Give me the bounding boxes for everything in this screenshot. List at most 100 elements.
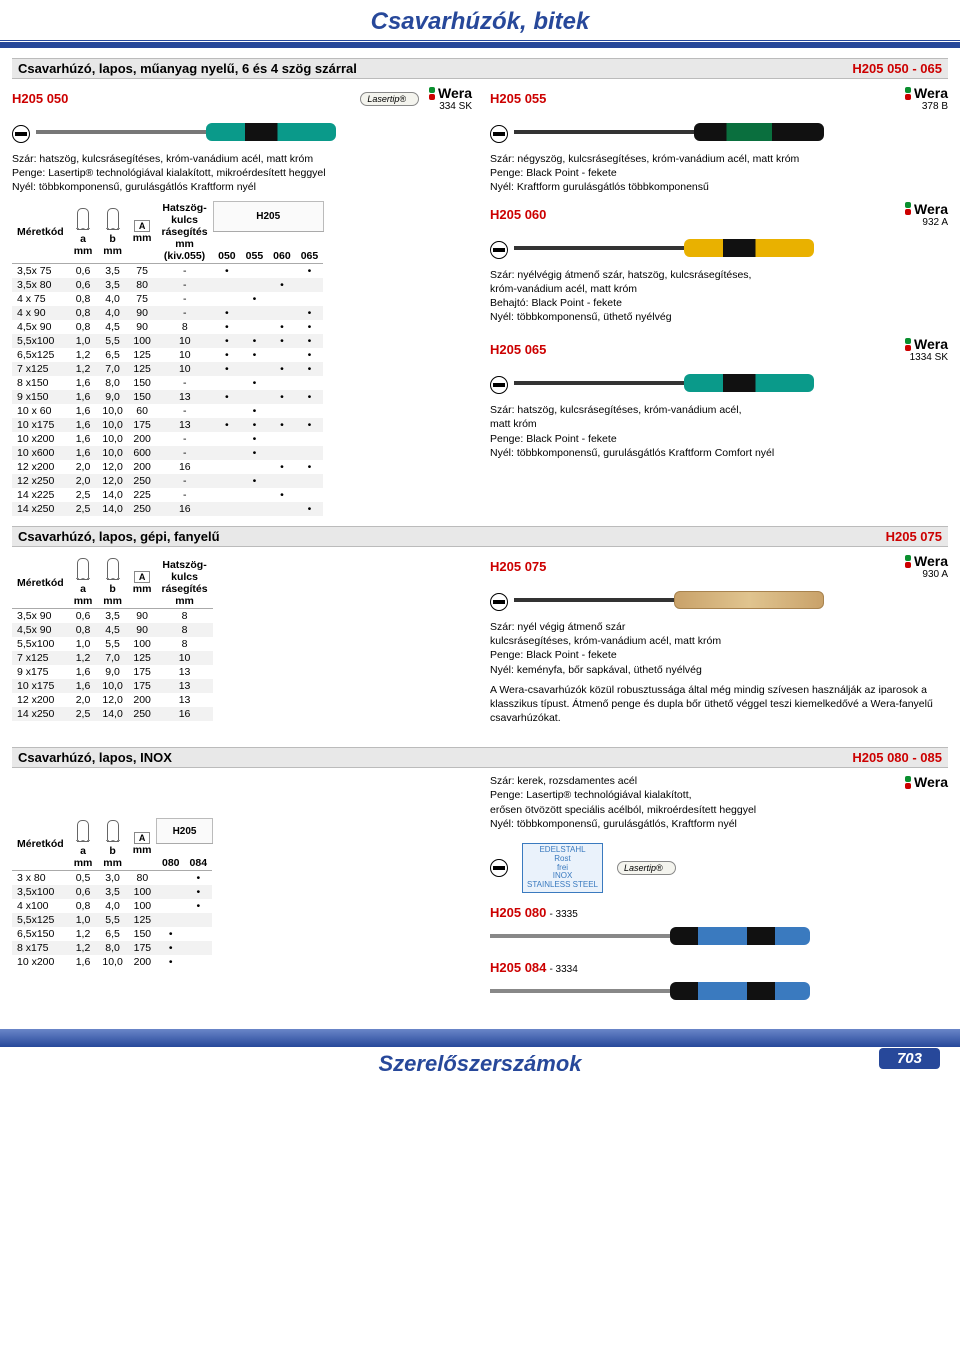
cell — [241, 306, 269, 320]
cell — [296, 446, 324, 460]
section2-code: H205 075 — [886, 529, 942, 544]
h205-075-head: H205 075 Wera 930 A — [490, 553, 948, 580]
cell — [241, 390, 269, 404]
cell: 0,6 — [69, 278, 98, 292]
cell — [213, 376, 241, 390]
cell: • — [157, 941, 185, 955]
cell: • — [268, 320, 296, 334]
cell: 125 — [128, 913, 157, 927]
cell: 90 — [128, 609, 157, 624]
spec-table-2: Méretkóda mmb mmAmmHatszög- kulcs rásegí… — [12, 557, 213, 721]
cell — [157, 885, 185, 899]
cell: • — [268, 488, 296, 502]
screwdriver-075 — [514, 588, 824, 612]
col-header: 084 — [185, 844, 213, 871]
cell: 10 — [156, 334, 213, 348]
cell: • — [185, 899, 213, 913]
cell: 200 — [128, 955, 157, 969]
cell: - — [156, 292, 213, 306]
cell: 175 — [128, 665, 157, 679]
cell: 1,2 — [69, 348, 98, 362]
cell: 2,5 — [69, 502, 98, 516]
h205-050-desc: Szár: hatszög, kulcsrásegítéses, króm-va… — [12, 152, 472, 195]
cell: 10 x175 — [12, 418, 69, 432]
cell: 12,0 — [97, 693, 127, 707]
cell — [268, 502, 296, 516]
cell: 4,5 — [97, 623, 127, 637]
cell: 250 — [128, 474, 157, 488]
cell: 1,6 — [69, 376, 98, 390]
col-header: Méretkód — [12, 557, 69, 609]
cell: 8 — [156, 637, 212, 651]
cell: • — [213, 334, 241, 348]
cell: • — [157, 955, 185, 969]
cell: 5,5 — [97, 913, 127, 927]
cell — [268, 446, 296, 460]
cell: 200 — [128, 693, 157, 707]
cell — [157, 870, 185, 885]
cell: • — [296, 306, 324, 320]
cell — [213, 292, 241, 306]
cell: 100 — [128, 334, 157, 348]
cell — [185, 941, 213, 955]
cell: 2,5 — [69, 707, 98, 721]
h205-075-desc: Szár: nyél végig átmenő szár kulcsrásegí… — [490, 620, 948, 677]
cell: 80 — [128, 870, 157, 885]
cell: 8 — [156, 623, 212, 637]
cell: 10 — [156, 651, 212, 665]
cell: • — [296, 334, 324, 348]
divider-thick — [0, 42, 960, 48]
cell: 4,5 — [97, 320, 127, 334]
slot-icon — [490, 125, 508, 143]
wera-logo: Wera — [905, 774, 948, 790]
cell: • — [268, 334, 296, 348]
cell: • — [213, 348, 241, 362]
cell: 14,0 — [97, 502, 127, 516]
section1-title: Csavarhúzó, lapos, műanyag nyelű, 6 és 4… — [18, 61, 357, 76]
cell: 12 x200 — [12, 693, 69, 707]
cell: 125 — [128, 362, 157, 376]
cell: • — [241, 446, 269, 460]
cell: 250 — [128, 502, 157, 516]
product-desc: Szár: hatszög, kulcsrásegítéses, króm-va… — [490, 403, 948, 460]
cell: 6,5 — [97, 927, 127, 941]
wera-logo: Wera — [905, 201, 948, 217]
cell: • — [241, 334, 269, 348]
cell — [241, 320, 269, 334]
cell: 6,5x150 — [12, 927, 69, 941]
spec-table-1: Méretkóda mmb mmAmmHatszög- kulcs rásegí… — [12, 201, 324, 517]
cell — [185, 913, 213, 927]
section2-bar: Csavarhúzó, lapos, gépi, fanyelű H205 07… — [12, 526, 948, 547]
product-block: H205 080 - 3335 — [490, 905, 948, 948]
slot-icon — [12, 125, 30, 143]
cell — [296, 278, 324, 292]
cell: • — [268, 278, 296, 292]
cell: • — [268, 460, 296, 474]
cell — [241, 460, 269, 474]
cell: 90 — [128, 320, 157, 334]
cell: 4 x 75 — [12, 292, 69, 306]
cell: - — [156, 474, 213, 488]
col-header: 080 — [157, 844, 185, 871]
cell: 10,0 — [97, 418, 127, 432]
cell: 3,5x100 — [12, 885, 69, 899]
cell — [241, 264, 269, 279]
col-header: Hatszög- kulcs rásegítés mm (kiv.055) — [156, 201, 213, 264]
cell: 5,5x125 — [12, 913, 69, 927]
cell — [268, 404, 296, 418]
cell: 60 — [128, 404, 157, 418]
cell: 9,0 — [97, 665, 127, 679]
cell: 10 — [156, 362, 213, 376]
cell: 1,0 — [69, 637, 98, 651]
cell: • — [213, 418, 241, 432]
cell: 14 x250 — [12, 502, 69, 516]
cell: 2,5 — [69, 488, 98, 502]
section3-desc: Szár: kerek, rozsdamentes acél Penge: La… — [490, 774, 897, 831]
cell: 1,6 — [69, 418, 98, 432]
product-code: H205 060 — [490, 207, 546, 222]
h205-075-sku: 930 A — [922, 569, 948, 580]
cell: 8 x150 — [12, 376, 69, 390]
cell — [268, 376, 296, 390]
cell: • — [268, 418, 296, 432]
cell: 1,0 — [69, 913, 98, 927]
